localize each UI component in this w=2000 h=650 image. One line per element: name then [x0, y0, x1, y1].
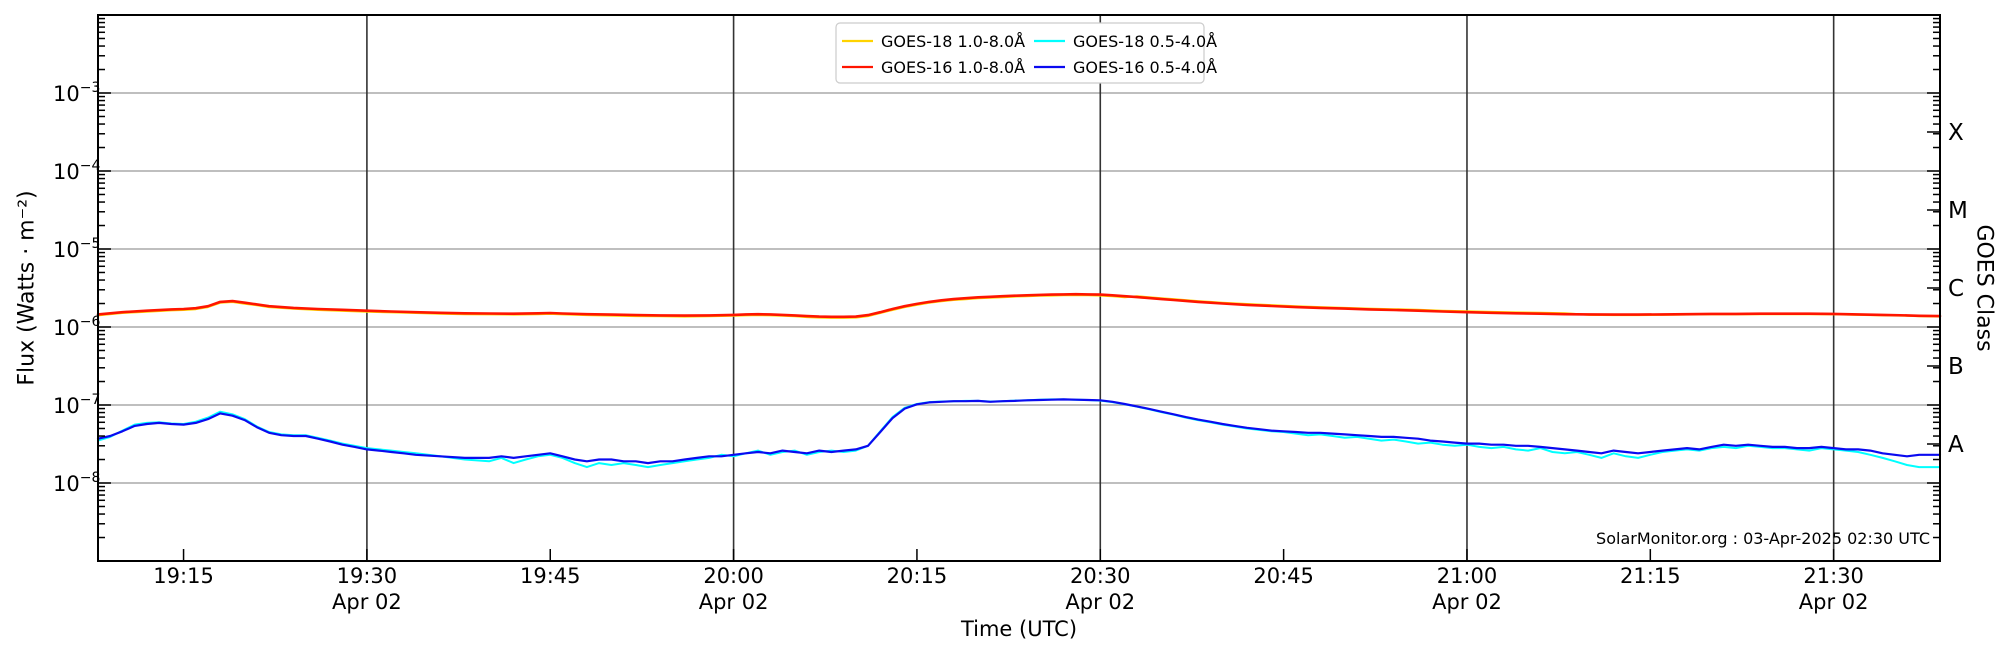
flux-series — [96, 292, 1942, 469]
x-date-label-19:30: Apr 02 — [332, 590, 402, 614]
legend-label-GOES-18 0.5-4.0Å: GOES-18 0.5-4.0Å — [1073, 32, 1217, 51]
x-date-label-21:30: Apr 02 — [1799, 590, 1869, 614]
x-tick-label-21:30: 21:30 — [1803, 564, 1864, 588]
x-date-label-20:00: Apr 02 — [699, 590, 769, 614]
y-tick-labels: 10−3 10−4 10−5 10−6 10−7 10−8 — [53, 80, 100, 496]
x-tick-label-20:45: 20:45 — [1253, 564, 1314, 588]
goes-class-C: C — [1948, 276, 1964, 302]
goes-class-X: X — [1948, 120, 1964, 146]
goes-class-labels: X M C B A — [1948, 120, 1968, 458]
y-tick-label: 10−8 — [53, 470, 100, 496]
x-axis-title: Time (UTC) — [960, 617, 1078, 641]
right-axis-title: GOES Class — [1971, 224, 1997, 352]
series-GOES-16 1.0-8.0Å — [96, 292, 1942, 319]
y-tick-label: 10−4 — [53, 158, 100, 184]
goes-class-A: A — [1948, 432, 1964, 458]
legend-label-GOES-18 1.0-8.0Å: GOES-18 1.0-8.0Å — [881, 32, 1025, 51]
x-tick-label-19:45: 19:45 — [520, 564, 581, 588]
legend: GOES-18 1.0-8.0Å GOES-18 0.5-4.0Å GOES-16 … — [835, 22, 1217, 84]
goes-class-B: B — [1948, 354, 1964, 380]
legend-label-GOES-16 0.5-4.0Å: GOES-16 0.5-4.0Å — [1073, 58, 1217, 77]
legend-box — [835, 22, 1205, 84]
legend-label-GOES-16 1.0-8.0Å: GOES-16 1.0-8.0Å — [881, 58, 1025, 77]
axis-ticks — [98, 17, 1940, 561]
x-tick-label-20:30: 20:30 — [1070, 564, 1131, 588]
x-tick-label-19:15: 19:15 — [153, 564, 214, 588]
solarmonitor-watermark: SolarMonitor.org : 03-Apr-2025 02:30 UTC — [1596, 529, 1930, 548]
x-tick-label-20:15: 20:15 — [887, 564, 948, 588]
y-tick-label: 10−5 — [53, 236, 100, 262]
x-tick-label-20:00: 20:00 — [703, 564, 764, 588]
plot-frame — [97, 14, 1941, 562]
x-tick-label-21:00: 21:00 — [1437, 564, 1498, 588]
x-date-label-20:30: Apr 02 — [1065, 590, 1135, 614]
series-GOES-16 0.5-4.0Å — [96, 398, 1942, 465]
decade-gridlines — [98, 92, 1940, 484]
y-axis-title: Flux (Watts · m⁻²) — [14, 190, 40, 386]
goes-class-M: M — [1948, 198, 1968, 224]
y-tick-label: 10−6 — [53, 314, 100, 340]
y-tick-label: 10−7 — [53, 392, 100, 418]
date-gridlines — [366, 15, 1835, 561]
series-GOES-18 0.5-4.0Å — [97, 398, 1941, 469]
y-tick-label: 10−3 — [53, 80, 100, 106]
x-date-label-21:00: Apr 02 — [1432, 590, 1502, 614]
x-tick-label-19:30: 19:30 — [337, 564, 398, 588]
x-tick-label-21:15: 21:15 — [1620, 564, 1681, 588]
